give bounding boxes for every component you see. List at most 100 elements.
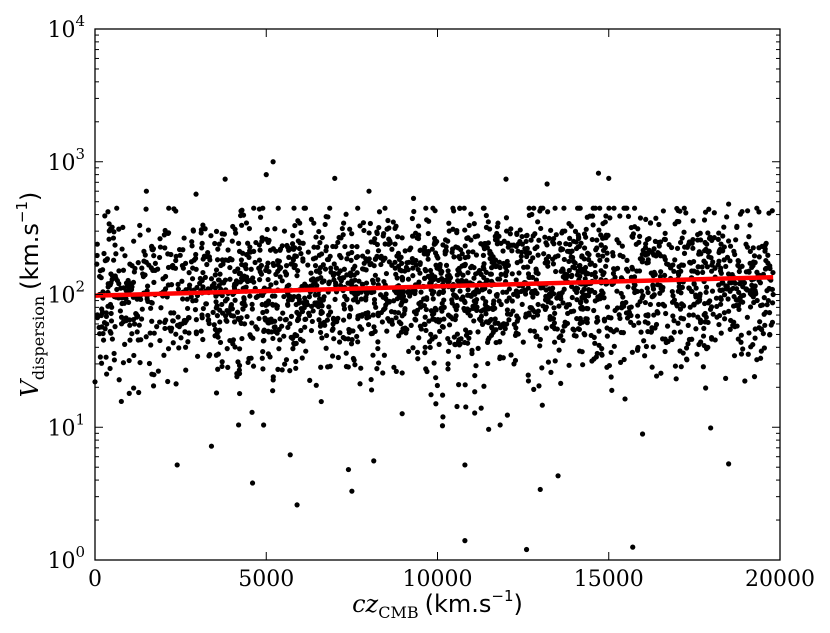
data-point [435,317,441,323]
data-point [162,319,168,326]
data-point [105,209,111,215]
data-point [157,319,163,325]
data-point [185,339,191,345]
data-point [492,305,498,311]
data-point [449,249,455,255]
data-point [454,403,460,410]
data-point [551,339,558,345]
data-point [496,298,502,304]
data-point [269,293,276,299]
data-point [276,266,283,272]
data-point [241,285,247,291]
data-point [162,325,168,332]
data-point [199,245,205,251]
data-point [503,215,510,221]
data-point [227,255,233,262]
data-point [508,226,514,232]
data-point [473,363,479,369]
data-point [533,270,539,276]
data-point [236,362,243,369]
data-point [631,205,638,211]
x-tick-label: 10000 [403,567,473,592]
data-point [445,336,451,342]
data-point [246,225,252,232]
data-point [600,253,606,259]
data-point [389,246,395,252]
data-point [219,301,225,308]
data-point [715,236,721,243]
data-point [308,303,315,309]
data-point [568,309,574,315]
data-point [534,333,540,339]
data-point [251,279,257,285]
data-point [474,304,480,310]
data-point [551,320,558,326]
data-point [677,239,684,246]
data-point [765,297,771,304]
data-point [583,226,589,232]
data-point [644,285,650,291]
data-point [379,319,385,325]
data-point [126,317,133,323]
data-point [543,256,549,262]
data-point [463,404,469,410]
data-point [743,286,750,292]
data-point [558,333,564,339]
data-point [478,308,484,314]
data-point [320,262,326,268]
data-point [603,263,609,269]
data-point [576,243,582,250]
data-point [225,364,231,370]
data-point [157,236,163,242]
data-point [620,294,626,300]
data-point [421,296,427,302]
data-point [494,291,500,298]
data-point [291,293,297,300]
data-point [197,275,203,282]
data-point [585,287,592,293]
x-tick-label: 0 [88,567,102,592]
data-point [374,230,380,237]
data-point [429,336,435,342]
data-point [213,299,219,305]
data-point [265,351,271,357]
data-point [662,348,668,355]
data-point [544,242,550,248]
data-point [217,339,224,346]
data-point [731,303,737,309]
data-point [308,327,315,334]
data-point [376,224,382,231]
data-point [725,271,732,277]
data-point [354,333,360,340]
data-point [269,319,275,325]
data-point [485,320,492,326]
data-point [253,239,259,246]
data-point [538,225,544,232]
data-point [563,304,569,310]
data-point [270,246,276,252]
data-point [287,452,293,458]
data-point [717,295,724,301]
data-point [617,315,623,322]
data-point [251,205,257,211]
data-point [631,322,637,328]
data-point [636,239,642,245]
data-point [340,317,347,323]
data-point [540,303,546,309]
data-point [560,267,566,273]
data-point [393,368,399,374]
data-point [766,310,773,316]
data-point [316,252,323,258]
data-point [677,208,683,214]
data-point [656,301,662,308]
data-point [504,311,511,317]
data-point [129,284,135,290]
data-point [213,228,220,234]
data-point [391,364,397,370]
data-point [533,277,539,283]
data-point [440,414,446,420]
data-point [693,326,699,332]
data-point [451,334,457,340]
data-point [589,358,595,364]
data-point [523,546,530,553]
